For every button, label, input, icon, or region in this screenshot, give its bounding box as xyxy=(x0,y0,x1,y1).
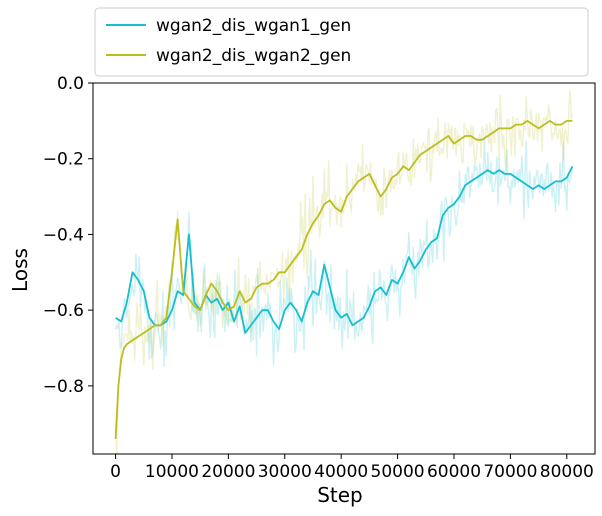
x-tick-label: 60000 xyxy=(427,462,481,482)
plot-frame xyxy=(92,82,596,455)
x-tick-label: 40000 xyxy=(314,462,368,482)
series-line-1 xyxy=(115,165,574,334)
x-tick-label: 20000 xyxy=(201,462,255,482)
legend-label-series-2: wgan2_dis_wgan2_gen xyxy=(156,46,351,66)
x-tick-label: 0 xyxy=(110,462,121,482)
x-tick-label: 50000 xyxy=(371,462,425,482)
legend-box xyxy=(94,7,589,77)
x-tick-label: 80000 xyxy=(540,462,594,482)
x-axis-title: Step xyxy=(317,483,363,507)
legend-label-series-1: wgan2_dis_wgan1_gen xyxy=(156,16,351,36)
y-tick-label: −0.8 xyxy=(43,377,84,397)
x-axis: 0 10000 20000 30000 40000 50000 60000 70000 8000… xyxy=(110,454,594,482)
x-tick-label: 10000 xyxy=(145,462,199,482)
raw-series-line-2 xyxy=(114,89,574,455)
series-line-2 xyxy=(114,120,573,439)
legend: wgan2_dis_wgan1_gen wgan2_dis_wgan2_gen xyxy=(94,7,589,77)
y-axis-title: Loss xyxy=(8,248,32,292)
y-tick-label: −0.6 xyxy=(43,301,84,321)
x-tick-label: 30000 xyxy=(258,462,312,482)
y-tick-label: 0.0 xyxy=(57,74,84,94)
y-tick-label: −0.2 xyxy=(43,150,84,170)
x-tick-label: 70000 xyxy=(483,462,537,482)
y-axis: 0.0 −0.2 −0.4 −0.6 −0.8 xyxy=(43,74,93,397)
y-tick-label: −0.4 xyxy=(43,225,84,245)
smoothed-series-layer xyxy=(114,120,574,439)
